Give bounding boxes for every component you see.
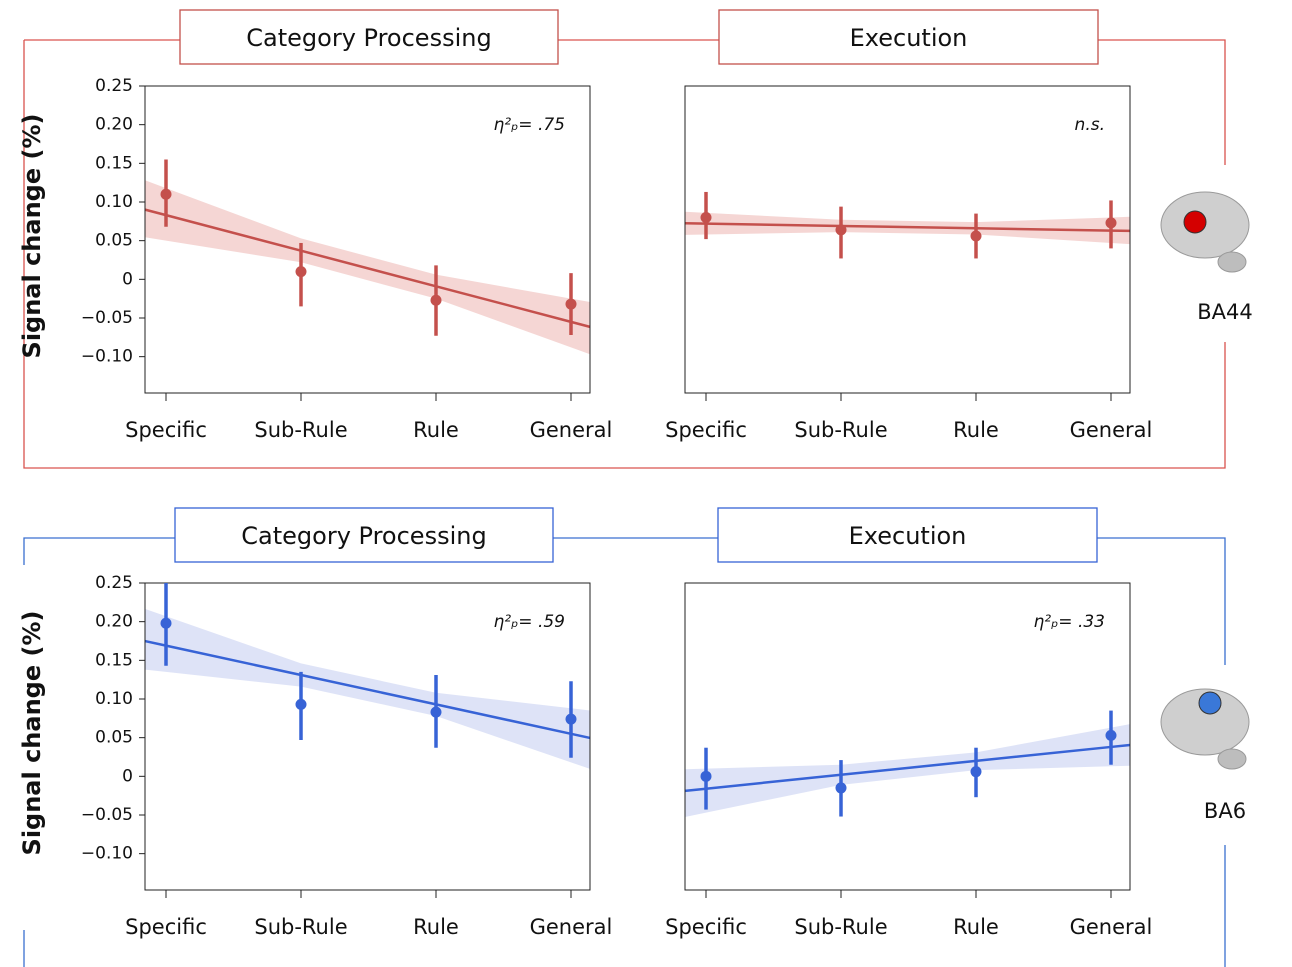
point bbox=[566, 299, 577, 310]
region-dot bbox=[1199, 692, 1221, 714]
fit-line bbox=[145, 641, 590, 738]
point bbox=[701, 212, 712, 223]
fit-line bbox=[145, 210, 590, 327]
y-tick-label: −0.10 bbox=[81, 844, 133, 864]
point bbox=[1106, 217, 1117, 228]
annotation: η²ₚ= .59 bbox=[493, 612, 565, 632]
ci-band bbox=[685, 724, 1130, 817]
y-tick-label: 0.05 bbox=[95, 231, 133, 251]
y-tick-label: 0.15 bbox=[95, 153, 133, 173]
bracket bbox=[24, 538, 175, 565]
y-axis-label: Signal change (%) bbox=[18, 611, 46, 856]
y-tick-label: 0.15 bbox=[95, 650, 133, 670]
y-tick-label: 0.25 bbox=[95, 573, 133, 593]
x-tick-label: Rule bbox=[953, 915, 999, 939]
x-tick-label: Specific bbox=[665, 418, 747, 442]
panel-title: Execution bbox=[850, 24, 968, 52]
x-tick-label: Rule bbox=[953, 418, 999, 442]
x-tick-label: Sub-Rule bbox=[794, 915, 887, 939]
region-dot bbox=[1184, 211, 1206, 233]
annotation: η²ₚ= .75 bbox=[493, 115, 565, 135]
point bbox=[296, 699, 307, 710]
point bbox=[161, 618, 172, 629]
y-tick-label: −0.05 bbox=[81, 805, 133, 825]
x-tick-label: Sub-Rule bbox=[254, 915, 347, 939]
x-tick-label: Specific bbox=[665, 915, 747, 939]
point bbox=[431, 707, 442, 718]
point bbox=[296, 266, 307, 277]
x-tick-label: Sub-Rule bbox=[254, 418, 347, 442]
y-tick-label: 0.20 bbox=[95, 612, 133, 632]
panel-title: Execution bbox=[849, 522, 967, 550]
point bbox=[971, 231, 982, 242]
bracket bbox=[1098, 40, 1225, 165]
x-tick-label: General bbox=[530, 418, 613, 442]
panel-title: Category Processing bbox=[241, 522, 486, 550]
annotation: n.s. bbox=[1075, 115, 1105, 135]
point bbox=[431, 295, 442, 306]
bracket bbox=[1097, 538, 1225, 665]
region-label: BA6 bbox=[1204, 799, 1246, 823]
y-tick-label: 0.10 bbox=[95, 689, 133, 709]
y-tick-label: 0.20 bbox=[95, 115, 133, 135]
region-label: BA44 bbox=[1197, 300, 1253, 324]
y-tick-label: 0.10 bbox=[95, 192, 133, 212]
x-tick-label: Sub-Rule bbox=[794, 418, 887, 442]
point bbox=[1106, 730, 1117, 741]
figure: BA44 BA6 Category Processing 0.25 0.20 0.15 0.… bbox=[0, 0, 1292, 967]
point bbox=[836, 782, 847, 793]
y-tick-label: −0.05 bbox=[81, 308, 133, 328]
x-tick-label: General bbox=[530, 915, 613, 939]
x-tick-label: General bbox=[1070, 915, 1153, 939]
panel-title: Category Processing bbox=[246, 24, 491, 52]
x-tick-label: Specific bbox=[125, 418, 207, 442]
y-tick-label: 0 bbox=[122, 269, 133, 289]
x-tick-label: Rule bbox=[413, 915, 459, 939]
x-tick-label: General bbox=[1070, 418, 1153, 442]
point bbox=[566, 714, 577, 725]
point bbox=[161, 189, 172, 200]
x-tick-label: Rule bbox=[413, 418, 459, 442]
point bbox=[701, 771, 712, 782]
point bbox=[836, 224, 847, 235]
point bbox=[971, 766, 982, 777]
brain-icon bbox=[1161, 192, 1249, 272]
bracket bbox=[24, 40, 1225, 468]
y-tick-label: 0 bbox=[122, 766, 133, 786]
y-tick-label: 0.05 bbox=[95, 728, 133, 748]
y-tick-label: 0.25 bbox=[95, 76, 133, 96]
annotation: η²ₚ= .33 bbox=[1033, 612, 1105, 632]
y-axis-label: Signal change (%) bbox=[18, 114, 46, 359]
x-tick-label: Specific bbox=[125, 915, 207, 939]
y-tick-label: −0.10 bbox=[81, 347, 133, 367]
